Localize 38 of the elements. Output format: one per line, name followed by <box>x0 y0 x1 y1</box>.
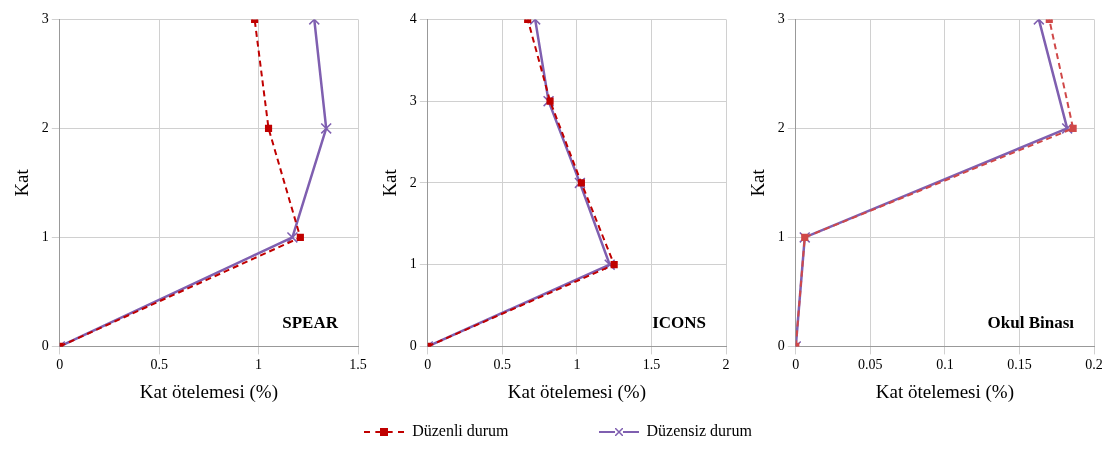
x-tick-label: 1 <box>573 357 581 373</box>
annotation: ICONS <box>652 313 706 333</box>
y-tick-label: 3 <box>777 11 785 27</box>
y-tick-label: 2 <box>41 120 49 136</box>
y-axis-title: Kat <box>379 168 401 197</box>
x-tick-label: 1.5 <box>349 357 367 373</box>
x-tick-label: 0.15 <box>1007 357 1032 373</box>
x-tick-label: 0 <box>792 357 800 373</box>
x-tick-label: 0.2 <box>1085 357 1103 373</box>
y-tick-label: 1 <box>777 229 785 245</box>
x-tick-label: 2 <box>722 357 730 373</box>
y-tick-label: 2 <box>777 120 785 136</box>
x-tick-label: 1.5 <box>642 357 661 373</box>
y-tick-label: 3 <box>409 92 417 108</box>
y-tick-label: 0 <box>777 338 785 354</box>
legend-label: Düzenli durum <box>412 422 509 439</box>
y-tick-label: 1 <box>41 229 49 245</box>
y-axis-title: Kat <box>11 168 33 197</box>
y-tick-label: 0 <box>409 338 417 354</box>
x-tick-label: 0 <box>424 357 432 373</box>
x-tick-label: 0.05 <box>858 357 883 373</box>
annotation: Okul Binası <box>987 313 1075 333</box>
annotation: SPEAR <box>282 313 339 333</box>
legend-label: Düzensiz durum <box>646 422 752 439</box>
x-tick-label: 0.5 <box>493 357 512 373</box>
x-tick-label: 0.1 <box>936 357 954 373</box>
x-tick-label: 0 <box>56 357 64 373</box>
x-tick-label: 0.5 <box>150 357 168 373</box>
x-axis-title: Kat ötelemesi (%) <box>139 380 279 403</box>
y-tick-label: 0 <box>41 338 49 354</box>
x-axis-title: Kat ötelemesi (%) <box>507 380 647 403</box>
x-axis-title: Kat ötelemesi (%) <box>875 380 1015 403</box>
y-tick-label: 1 <box>409 256 417 272</box>
y-axis-title: Kat <box>747 168 769 197</box>
x-tick-label: 1 <box>255 357 263 373</box>
y-tick-label: 2 <box>409 174 417 190</box>
y-tick-label: 3 <box>41 11 49 27</box>
y-tick-label: 4 <box>409 11 417 27</box>
